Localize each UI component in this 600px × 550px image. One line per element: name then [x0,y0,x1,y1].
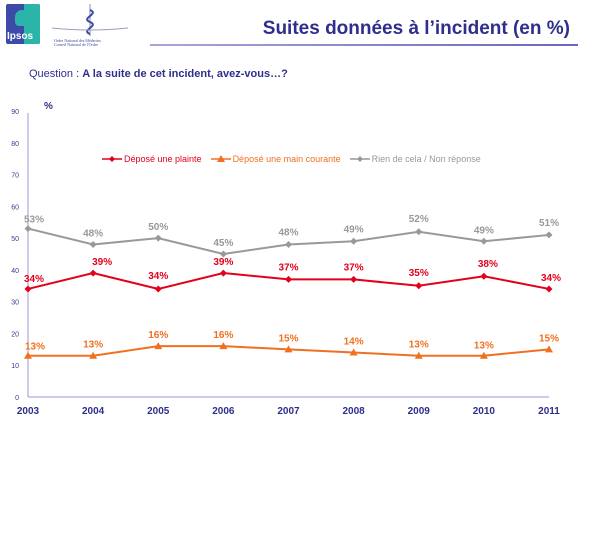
data-label: 39% [92,257,112,268]
data-point-diamond [219,250,227,258]
data-point-diamond [415,228,423,236]
data-point-triangle [349,348,358,356]
ipsos-logo-text: Ipsos [7,31,34,42]
data-point-diamond [154,234,162,242]
y-tick-label: 40 [11,268,19,275]
y-tick-label: 20 [11,331,19,338]
y-tick-label: 30 [11,300,19,307]
data-label: 48% [83,228,103,239]
question-line: Question : A la suite de cet incident, a… [29,68,288,80]
data-point-diamond [24,225,32,233]
legend-item: Rien de cela / Non réponse [349,154,481,164]
page-title: Suites données à l’incident (en %) [262,18,570,39]
data-label: 34% [148,271,168,282]
data-label: 39% [213,257,233,268]
data-label: 16% [213,330,233,341]
x-tick-label: 2004 [82,406,105,417]
data-point-diamond [219,269,227,277]
data-point-diamond [89,269,97,277]
x-tick-label: 2010 [473,406,496,417]
x-tick-label: 2007 [277,406,300,417]
data-label: 13% [25,342,45,353]
data-label: 15% [278,333,298,344]
data-point-triangle [219,342,228,350]
data-point-triangle [89,351,98,359]
caduceus-icon [51,4,129,36]
data-point-diamond [285,275,292,283]
question-text: A la suite de cet incident, avez-vous…? [82,68,288,80]
data-point-triangle [414,351,423,359]
data-label: 45% [213,238,233,249]
legend-item: Déposé une main courante [210,154,341,164]
data-label: 13% [474,341,494,352]
y-tick-label: 70 [11,173,19,180]
data-label: 51% [539,218,559,229]
legend-label: Déposé une plainte [124,154,202,164]
data-point-diamond [545,285,553,293]
data-label: 13% [83,340,103,351]
data-point-diamond [350,237,358,245]
data-point-diamond [480,272,488,280]
x-tick-label: 2011 [538,406,560,417]
data-point-triangle [545,345,553,353]
data-label: 16% [148,330,168,341]
data-point-diamond [480,237,488,245]
data-point-diamond [24,285,32,293]
data-label: 34% [541,273,561,284]
triangle-marker-icon [210,155,231,162]
data-label: 14% [344,337,364,348]
ordre-medecins-logo: Ordre National des Médecins Conseil Nati… [50,2,130,47]
y-tick-label: 90 [11,109,19,116]
data-label: 34% [24,274,44,285]
data-point-triangle [479,351,488,359]
y-tick-label: 0 [15,395,19,402]
data-point-diamond [154,285,162,293]
data-point-triangle [284,345,293,353]
x-tick-label: 2005 [147,406,170,417]
legend-label: Rien de cela / Non réponse [371,154,481,164]
y-tick-label: 80 [11,141,19,148]
data-point-diamond [545,231,553,239]
data-label: 37% [344,262,364,273]
data-label: 37% [278,262,298,273]
data-point-diamond [89,240,97,248]
data-label: 38% [478,259,498,270]
ipsos-logo: Ipsos [6,4,40,44]
ipsos-logo-head [15,10,29,26]
y-tick-label: 50 [11,236,19,243]
data-point-diamond [415,282,423,290]
x-tick-label: 2009 [408,406,431,417]
diamond-marker-icon [102,156,122,162]
question-prefix: Question : [29,68,83,80]
y-tick-label: 60 [11,204,19,211]
data-label: 48% [278,227,298,238]
y-tick-label: 10 [11,363,19,370]
x-tick-label: 2008 [343,406,366,417]
data-label: 49% [344,224,364,235]
data-point-triangle [24,351,32,359]
x-tick-label: 2003 [17,406,40,417]
data-label: 50% [148,222,168,233]
y-axis-unit: % [44,101,53,112]
data-label: 53% [24,215,44,226]
chart-legend: Déposé une plainte Déposé une main couran… [102,154,481,164]
legend-item: Déposé une plainte [102,154,202,164]
data-point-diamond [350,275,358,283]
legend-label: Déposé une main courante [232,154,341,164]
data-label: 13% [409,340,429,351]
diamond-marker-icon [349,156,370,162]
data-label: 15% [539,333,559,344]
ordre-logo-line1: Ordre National des Médecins [54,38,101,43]
title-divider [150,44,578,46]
data-label: 49% [474,225,494,236]
ordre-logo-line2: Conseil National de l'Ordre [54,42,98,47]
data-label: 35% [409,268,429,279]
data-label: 52% [409,214,429,225]
data-point-diamond [285,240,292,248]
data-point-triangle [154,342,163,350]
x-tick-label: 2006 [212,406,235,417]
